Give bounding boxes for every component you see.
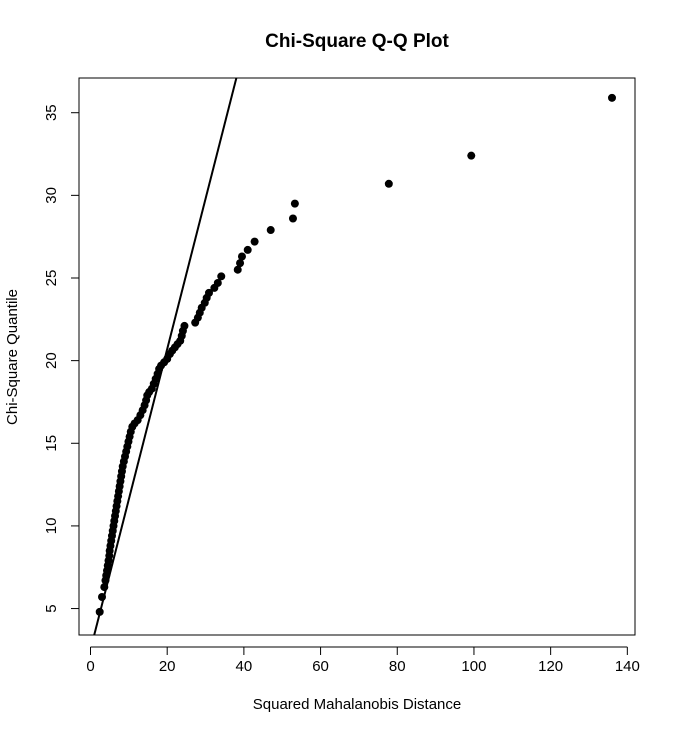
- data-point: [217, 272, 226, 281]
- data-point: [100, 583, 109, 592]
- x-tick-label: 140: [615, 658, 640, 675]
- chart-title: Chi-Square Q-Q Plot: [265, 31, 449, 52]
- y-axis: 5 10 15 20 25 30 35: [43, 104, 80, 613]
- data-point: [98, 592, 107, 601]
- y-tick-label: 35: [43, 104, 60, 121]
- data-point: [213, 278, 222, 287]
- data-point: [250, 237, 259, 246]
- y-tick-label: 20: [43, 352, 60, 369]
- x-axis-label: Squared Mahalanobis Distance: [253, 696, 461, 713]
- reference-line: [93, 78, 238, 635]
- plot-area: [93, 78, 616, 635]
- x-tick-label: 20: [159, 658, 176, 675]
- y-tick-label: 30: [43, 187, 60, 204]
- data-point: [467, 151, 476, 160]
- x-tick-label: 60: [312, 658, 329, 675]
- data-point: [607, 93, 616, 102]
- x-tick-label: 0: [86, 658, 94, 675]
- y-tick-label: 5: [43, 604, 60, 612]
- y-tick-label: 25: [43, 270, 60, 287]
- plot-frame: [78, 77, 636, 636]
- data-point: [95, 607, 104, 616]
- x-tick-label: 80: [389, 658, 406, 675]
- x-axis: 0 20 40 60 80 100 120 140: [86, 646, 640, 675]
- y-tick-label: 15: [43, 435, 60, 452]
- data-point: [243, 245, 252, 254]
- data-point: [180, 321, 189, 330]
- x-tick-label: 100: [461, 658, 486, 675]
- y-axis-label: Chi-Square Quantile: [4, 289, 21, 425]
- y-tick-label: 10: [43, 518, 60, 535]
- data-point: [233, 265, 242, 274]
- x-tick-label: 40: [236, 658, 253, 675]
- data-point: [288, 214, 297, 223]
- x-tick-label: 120: [538, 658, 563, 675]
- data-point: [204, 288, 213, 297]
- data-point: [384, 179, 393, 188]
- data-point: [236, 259, 245, 268]
- data-point: [266, 226, 275, 235]
- data-point: [237, 252, 246, 261]
- data-point: [290, 199, 299, 208]
